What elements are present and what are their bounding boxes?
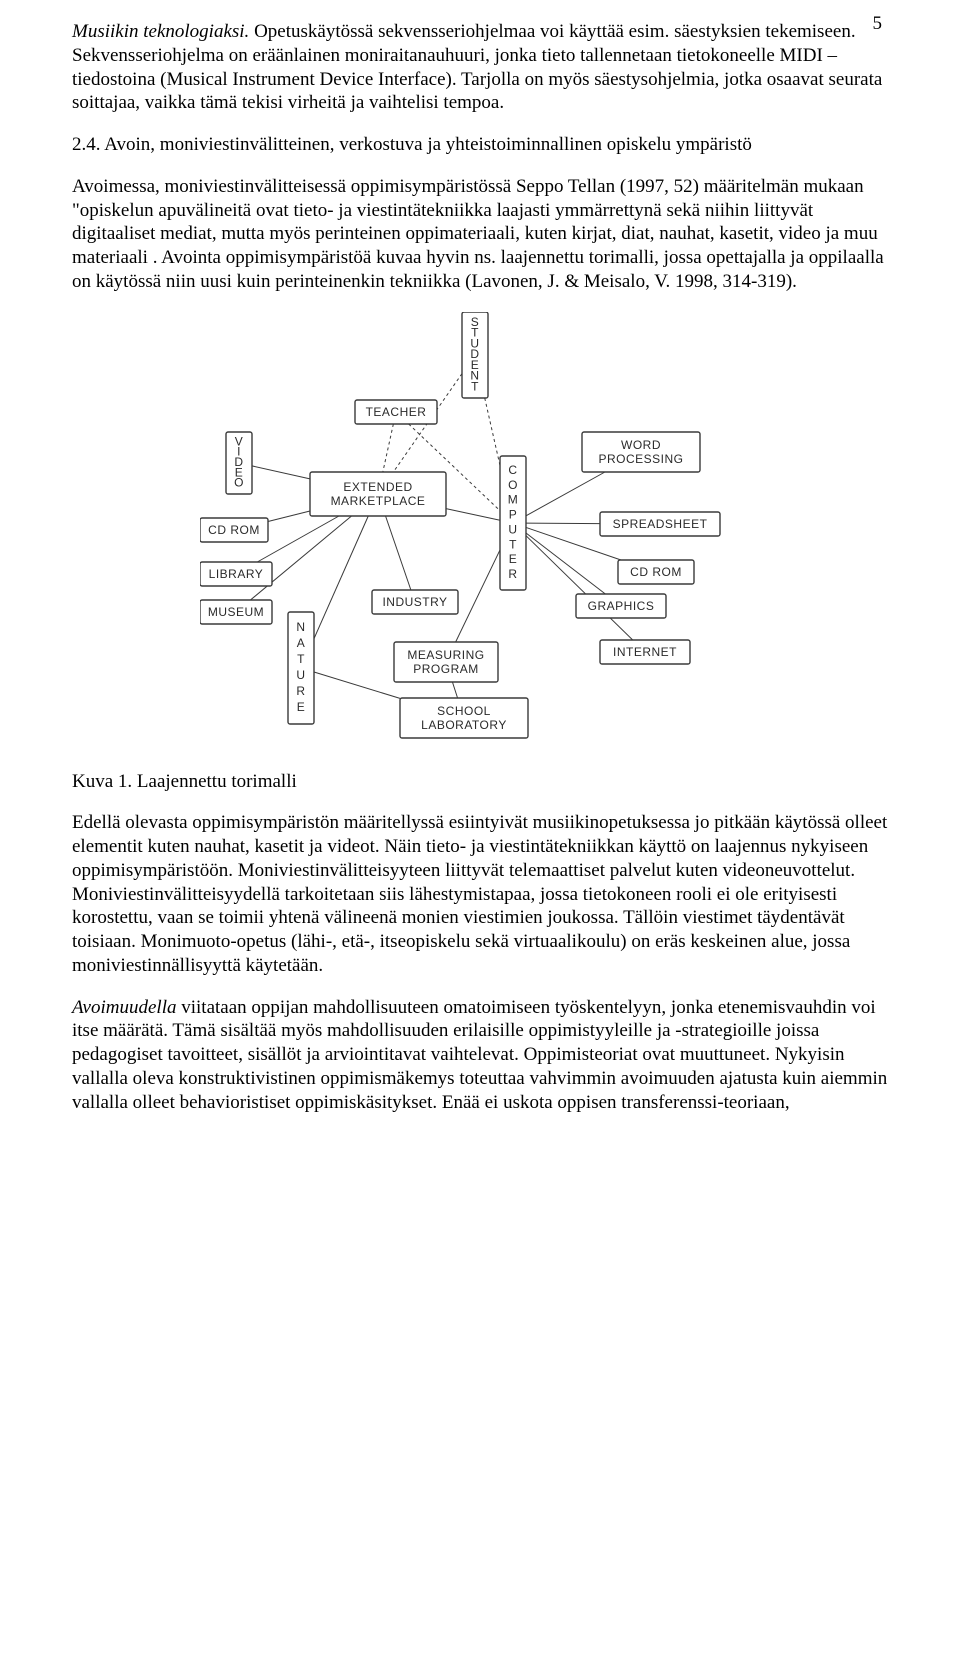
svg-text:M: M	[508, 492, 519, 506]
svg-text:MEASURING: MEASURING	[407, 648, 484, 662]
svg-text:WORD: WORD	[621, 438, 661, 452]
svg-text:GRAPHICS: GRAPHICS	[588, 599, 655, 613]
svg-text:MUSEUM: MUSEUM	[208, 605, 264, 619]
svg-text:T: T	[509, 537, 517, 551]
svg-text:PROGRAM: PROGRAM	[413, 662, 479, 676]
svg-text:P: P	[509, 507, 518, 521]
svg-text:SCHOOL: SCHOOL	[437, 704, 491, 718]
svg-text:C: C	[508, 462, 517, 476]
svg-text:O: O	[508, 477, 518, 491]
svg-text:U: U	[296, 668, 305, 682]
extended-marketplace-diagram: STUDENTTEACHERVIDEOEXTENDEDMARKETPLACECD…	[200, 312, 760, 752]
svg-text:T: T	[297, 652, 305, 666]
svg-text:PROCESSING: PROCESSING	[598, 452, 683, 466]
document-page: 5 Musiikin teknologiaksi. Opetuskäytössä…	[0, 0, 960, 1162]
svg-text:LIBRARY: LIBRARY	[209, 567, 264, 581]
paragraph-4: Avoimuudella viitataan oppijan mahdollis…	[72, 996, 888, 1115]
para4-body: viitataan oppijan mahdollisuuteen omatoi…	[72, 997, 887, 1113]
diagram-svg: STUDENTTEACHERVIDEOEXTENDEDMARKETPLACECD…	[200, 312, 760, 752]
svg-text:U: U	[508, 522, 517, 536]
svg-text:INTERNET: INTERNET	[613, 645, 677, 659]
paragraph-2: Avoimessa, moniviestinvälitteisessä oppi…	[72, 175, 888, 294]
page-number: 5	[873, 12, 883, 36]
svg-text:N: N	[296, 620, 305, 634]
svg-text:SPREADSHEET: SPREADSHEET	[613, 517, 708, 531]
svg-text:LABORATORY: LABORATORY	[421, 718, 507, 732]
svg-text:INDUSTRY: INDUSTRY	[382, 595, 447, 609]
section-heading: 2.4. Avoin, moniviestinvälitteinen, verk…	[72, 133, 888, 157]
para4-lead: Avoimuudella	[72, 997, 176, 1018]
svg-text:TEACHER: TEACHER	[366, 405, 427, 419]
paragraph-3: Edellä olevasta oppimisympäristön määrit…	[72, 811, 888, 977]
svg-text:E: E	[509, 552, 518, 566]
svg-text:T: T	[471, 379, 479, 393]
figure-caption: Kuva 1. Laajennettu torimalli	[72, 770, 888, 794]
paragraph-1: Musiikin teknologiaksi. Opetuskäytössä s…	[72, 20, 888, 115]
svg-text:E: E	[297, 700, 306, 714]
heading-part-b: opiskelu ympäristö	[602, 134, 752, 155]
svg-text:R: R	[296, 684, 305, 698]
svg-text:EXTENDED: EXTENDED	[343, 480, 412, 494]
svg-text:CD ROM: CD ROM	[630, 565, 682, 579]
svg-text:A: A	[297, 636, 306, 650]
heading-part-a: Avoin, moniviestinvälitteinen, verkostuv…	[104, 134, 602, 155]
para1-lead: Musiikin teknologiaksi.	[72, 21, 249, 42]
svg-text:MARKETPLACE: MARKETPLACE	[331, 494, 426, 508]
svg-text:R: R	[508, 567, 517, 581]
section-number: 2.4.	[72, 134, 104, 155]
svg-text:CD ROM: CD ROM	[208, 523, 260, 537]
svg-text:O: O	[234, 475, 244, 489]
